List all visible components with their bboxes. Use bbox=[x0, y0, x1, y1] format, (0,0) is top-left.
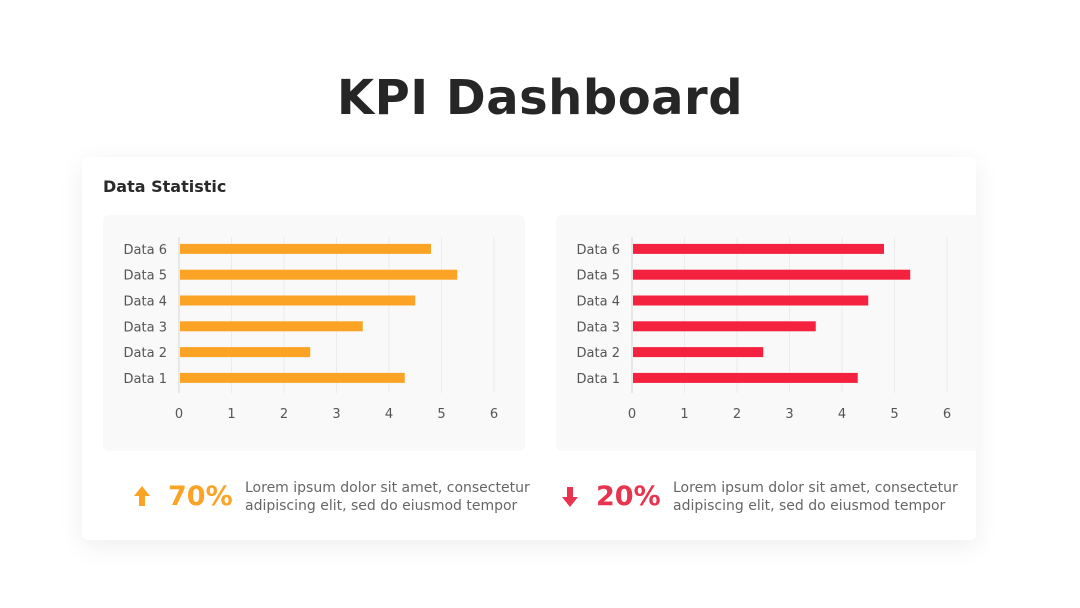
kpi-percent-down: 20% bbox=[596, 481, 661, 512]
description-line: Lorem ipsum dolor sit amet, consectetur bbox=[245, 480, 530, 496]
x-tick-label: 5 bbox=[890, 407, 898, 422]
bar bbox=[180, 347, 311, 358]
x-tick-label: 2 bbox=[733, 407, 741, 422]
x-tick-label: 1 bbox=[680, 407, 688, 422]
bar bbox=[633, 269, 911, 280]
kpi-description-up: Lorem ipsum dolor sit amet, consectetur … bbox=[245, 479, 530, 515]
arrow-down-icon bbox=[562, 487, 578, 507]
x-tick-label: 5 bbox=[437, 407, 445, 422]
bar bbox=[633, 347, 764, 358]
chart-panel-left: Data 1 Data 2 Data 3 Data 4 Data 5 Data 6 0 1 2 3… bbox=[103, 215, 525, 451]
x-tick-label: 2 bbox=[280, 407, 288, 422]
bar bbox=[633, 243, 884, 254]
x-tick-label: 0 bbox=[175, 407, 183, 422]
x-tick-label: 4 bbox=[838, 407, 846, 422]
chart-panel-right: Data 1 Data 2 Data 3 Data 4 Data 5 Data 6 0 1 2 3… bbox=[556, 215, 978, 451]
bar bbox=[180, 243, 431, 254]
page-title: KPI Dashboard bbox=[336, 70, 744, 126]
category-label: Data 2 bbox=[577, 346, 620, 361]
bar bbox=[180, 295, 416, 306]
kpi-percent-up: 70% bbox=[168, 481, 233, 512]
bar bbox=[633, 321, 816, 332]
category-label: Data 5 bbox=[124, 269, 167, 284]
bar bbox=[633, 372, 858, 383]
category-label: Data 1 bbox=[577, 372, 620, 387]
category-label: Data 2 bbox=[124, 346, 167, 361]
x-tick-label: 1 bbox=[227, 407, 235, 422]
bar-chart-left: Data 1 Data 2 Data 3 Data 4 Data 5 Data 6 0 1 2 3… bbox=[124, 237, 498, 422]
category-label: Data 3 bbox=[577, 320, 620, 335]
category-label: Data 6 bbox=[577, 243, 620, 258]
x-tick-label: 4 bbox=[385, 407, 393, 422]
arrow-up-icon bbox=[134, 486, 150, 506]
category-label: Data 3 bbox=[124, 320, 167, 335]
description-line: Lorem ipsum dolor sit amet, consectetur bbox=[673, 480, 958, 496]
category-label: Data 4 bbox=[124, 295, 167, 310]
category-label: Data 4 bbox=[577, 295, 620, 310]
category-label: Data 1 bbox=[124, 372, 167, 387]
bar bbox=[633, 295, 869, 306]
x-tick-label: 6 bbox=[943, 407, 951, 422]
description-line: adipiscing elit, sed do eiusmod tempor bbox=[673, 498, 946, 514]
kpi-description-down: Lorem ipsum dolor sit amet, consectetur … bbox=[673, 479, 958, 515]
x-tick-label: 3 bbox=[785, 407, 793, 422]
bar-chart-right: Data 1 Data 2 Data 3 Data 4 Data 5 Data 6 0 1 2 3… bbox=[577, 237, 951, 422]
bar bbox=[180, 269, 458, 280]
x-tick-label: 0 bbox=[628, 407, 636, 422]
bar bbox=[180, 321, 363, 332]
description-line: adipiscing elit, sed do eiusmod tempor bbox=[245, 498, 518, 514]
card-title: Data Statistic bbox=[103, 177, 227, 196]
x-tick-label: 6 bbox=[490, 407, 498, 422]
x-tick-label: 3 bbox=[332, 407, 340, 422]
bar bbox=[180, 372, 405, 383]
category-label: Data 6 bbox=[124, 243, 167, 258]
category-label: Data 5 bbox=[577, 269, 620, 284]
